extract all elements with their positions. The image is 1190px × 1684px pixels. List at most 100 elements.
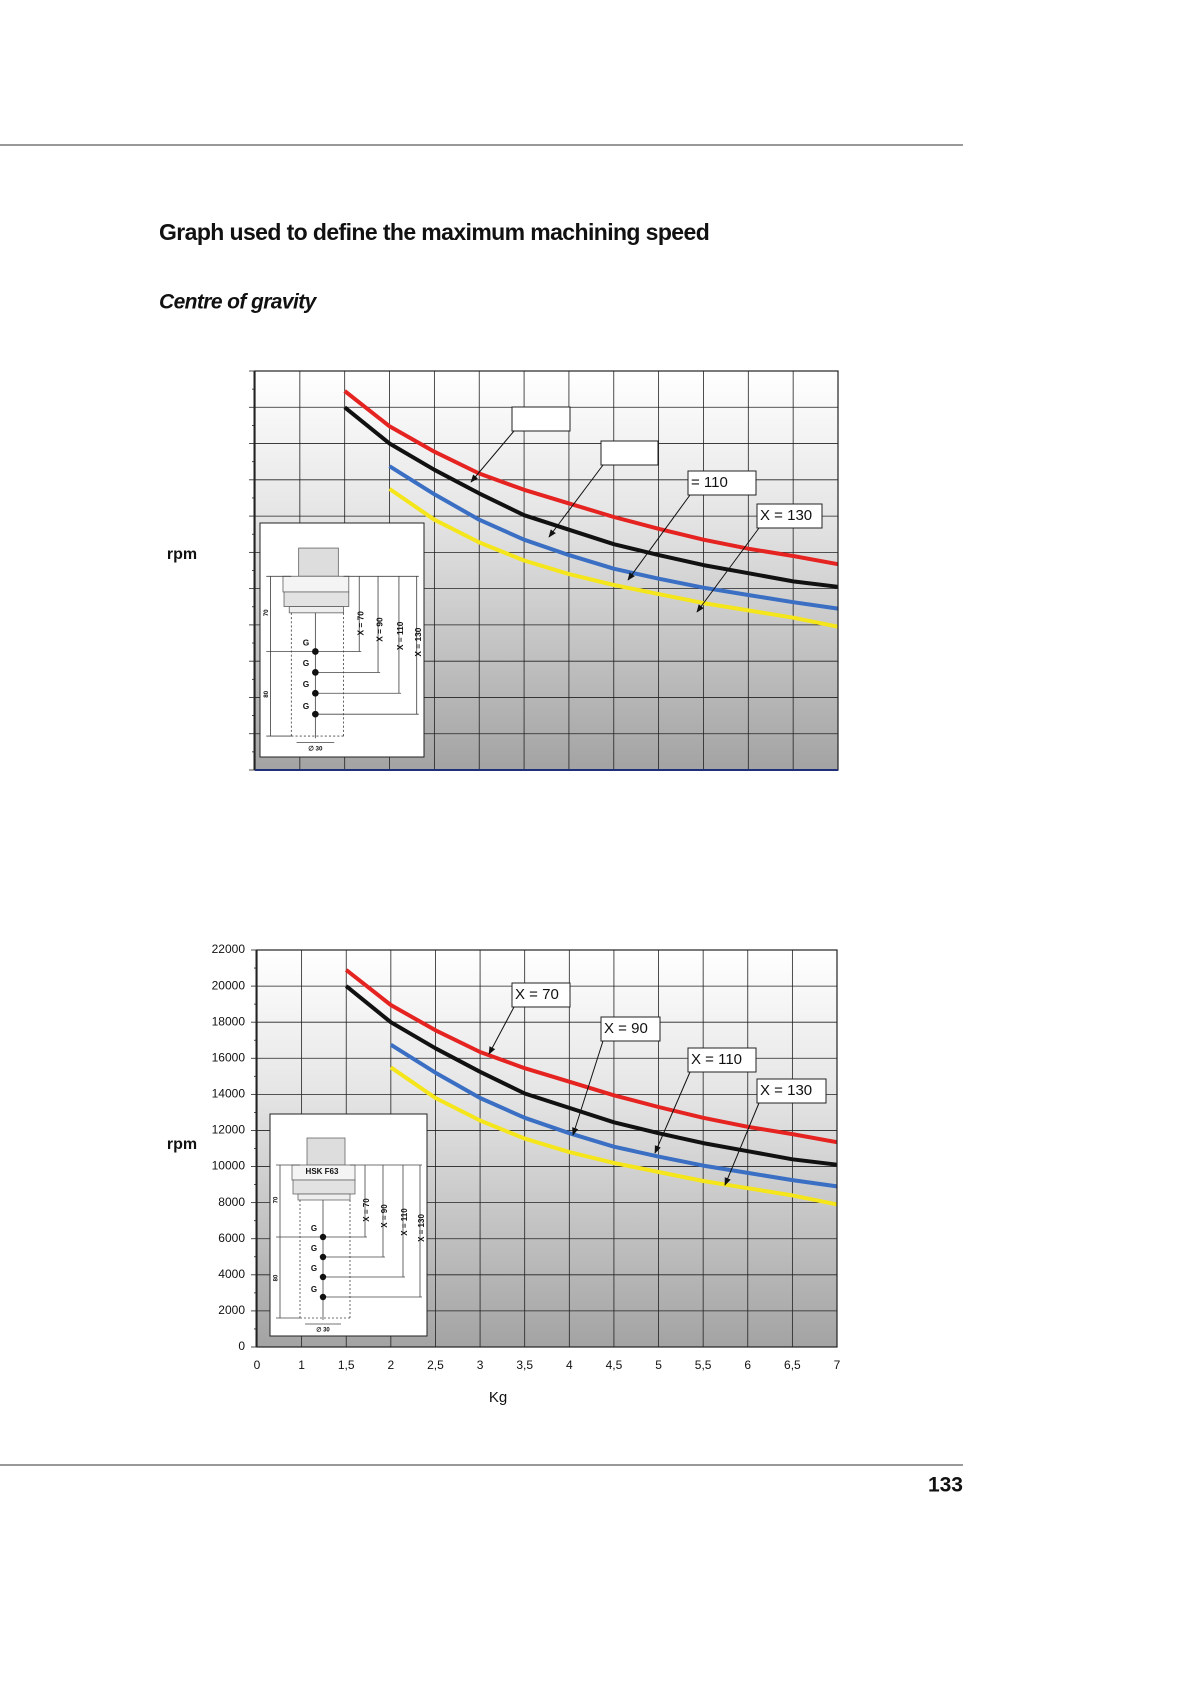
x-tick-label: 6	[744, 1358, 751, 1372]
callout-box	[511, 982, 571, 1008]
callout-arrow	[488, 1006, 515, 1055]
callout-arrow	[654, 1071, 691, 1154]
y-tick-label: 10000	[212, 1159, 246, 1173]
gravity-point	[312, 710, 319, 718]
series-line	[388, 487, 839, 629]
gravity-point	[312, 669, 319, 676]
callout-label: X = 130	[760, 1082, 812, 1099]
callout-arrow	[696, 527, 760, 613]
gravity-label: G	[311, 1224, 317, 1233]
page-title: Graph used to define the maximum machini…	[159, 219, 709, 245]
distance-label: X = 70	[356, 611, 366, 636]
y-tick-label: 14000	[212, 1087, 246, 1101]
x-tick-label: 1	[298, 1358, 305, 1372]
callout-arrow	[470, 430, 515, 483]
inset-frame	[269, 1113, 428, 1337]
y-tick-label: 16000	[212, 1050, 246, 1064]
callout-box	[687, 1047, 757, 1073]
callout-label: = 110	[691, 474, 728, 491]
callout-arrow	[548, 464, 604, 538]
distance-label: X = 90	[380, 1204, 389, 1228]
x-tick-label: 7	[834, 1358, 841, 1372]
y-axis-label: rpm	[167, 1136, 197, 1153]
spindle-flange	[292, 1179, 356, 1195]
x-tick-label: 0	[254, 1358, 261, 1372]
diameter-label: ∅ 30	[316, 1327, 330, 1334]
distance-label: X = 90	[374, 617, 384, 642]
x-tick-label: 4,5	[606, 1358, 623, 1372]
gravity-label: G	[303, 701, 310, 711]
callout-box	[687, 470, 757, 496]
x-tick-label: 5,5	[695, 1358, 712, 1372]
y-tick-label: 6000	[218, 1231, 245, 1245]
plot-frame	[256, 949, 838, 1348]
y-tick-label: 8000	[218, 1195, 245, 1209]
y-tick-label: 22000	[212, 942, 246, 956]
spindle-neck	[297, 1193, 351, 1201]
y-tick-label: 20000	[212, 978, 246, 992]
spindle-flange	[283, 591, 350, 607]
series-line	[343, 389, 839, 567]
gravity-point	[319, 1273, 327, 1281]
diameter-label: ∅ 30	[308, 745, 323, 752]
callout-box	[600, 1016, 661, 1042]
distance-label: X = 70	[362, 1198, 371, 1222]
spindle-body	[282, 575, 350, 593]
y-tick-label: 18000	[212, 1014, 246, 1028]
spindle-cap	[298, 547, 339, 577]
callout-box	[511, 406, 571, 432]
gravity-point	[319, 1253, 327, 1261]
callout-box	[756, 503, 823, 529]
page-number: 133	[928, 1474, 963, 1497]
height-dimension: 80	[274, 1274, 280, 1281]
distance-label: X = 130	[413, 627, 423, 656]
series-line	[388, 464, 839, 611]
x-tick-label: 6,5	[784, 1358, 801, 1372]
y-tick-label: 0	[238, 1339, 245, 1353]
x-tick-label: 1,5	[338, 1358, 355, 1372]
y-tick-label: 12000	[212, 1123, 246, 1137]
series-line	[389, 1065, 838, 1207]
distance-label: X = 110	[395, 621, 405, 650]
x-tick-label: 5	[655, 1358, 662, 1372]
inset-frame	[259, 522, 425, 758]
series-line	[389, 1043, 838, 1189]
gravity-label: G	[311, 1285, 317, 1294]
gravity-label: G	[311, 1244, 317, 1253]
gravity-point	[319, 1233, 327, 1241]
height-dimension: 70	[274, 1196, 280, 1203]
callout-label: X = 70	[515, 986, 559, 1003]
x-axis-label: Kg	[489, 1389, 507, 1406]
section-subtitle: Centre of gravity	[159, 291, 318, 314]
gravity-label: G	[303, 679, 310, 689]
series-line	[343, 405, 839, 589]
spindle-neck	[288, 606, 344, 614]
inset-label: HSK F63	[306, 1167, 339, 1176]
inset-drawing: 70 80 X = 70 X = 90 X = 110 X = 130 G G G G ∅ 30	[263, 547, 423, 752]
distance-label: X = 130	[417, 1214, 426, 1242]
y-axis-label: rpm	[167, 546, 197, 563]
y-tick-label: 2000	[218, 1303, 245, 1317]
x-tick-label: 2,5	[427, 1358, 444, 1372]
callout-arrow	[627, 494, 691, 581]
series-line	[344, 968, 838, 1145]
x-tick-label: 3,5	[516, 1358, 533, 1372]
x-tick-label: 2	[388, 1358, 395, 1372]
y-tick-label: 4000	[218, 1267, 245, 1281]
gravity-label: G	[311, 1264, 317, 1273]
inset-drawing: HSK F63 70 80 X = 70 X = 90 X = 110 X = 130 G G G…	[274, 1137, 426, 1334]
gravity-label: G	[303, 637, 310, 647]
series-line	[344, 984, 838, 1167]
callout-arrow	[724, 1102, 760, 1186]
callout-box	[756, 1078, 827, 1104]
gravity-point	[319, 1293, 327, 1301]
height-dimension: 70	[263, 609, 270, 616]
distance-label: X = 110	[400, 1208, 409, 1236]
callout-arrow	[572, 1040, 604, 1136]
gravity-point	[312, 648, 319, 655]
height-dimension: 80	[263, 690, 270, 697]
spindle-cap	[306, 1137, 346, 1166]
gravity-label: G	[303, 658, 310, 668]
